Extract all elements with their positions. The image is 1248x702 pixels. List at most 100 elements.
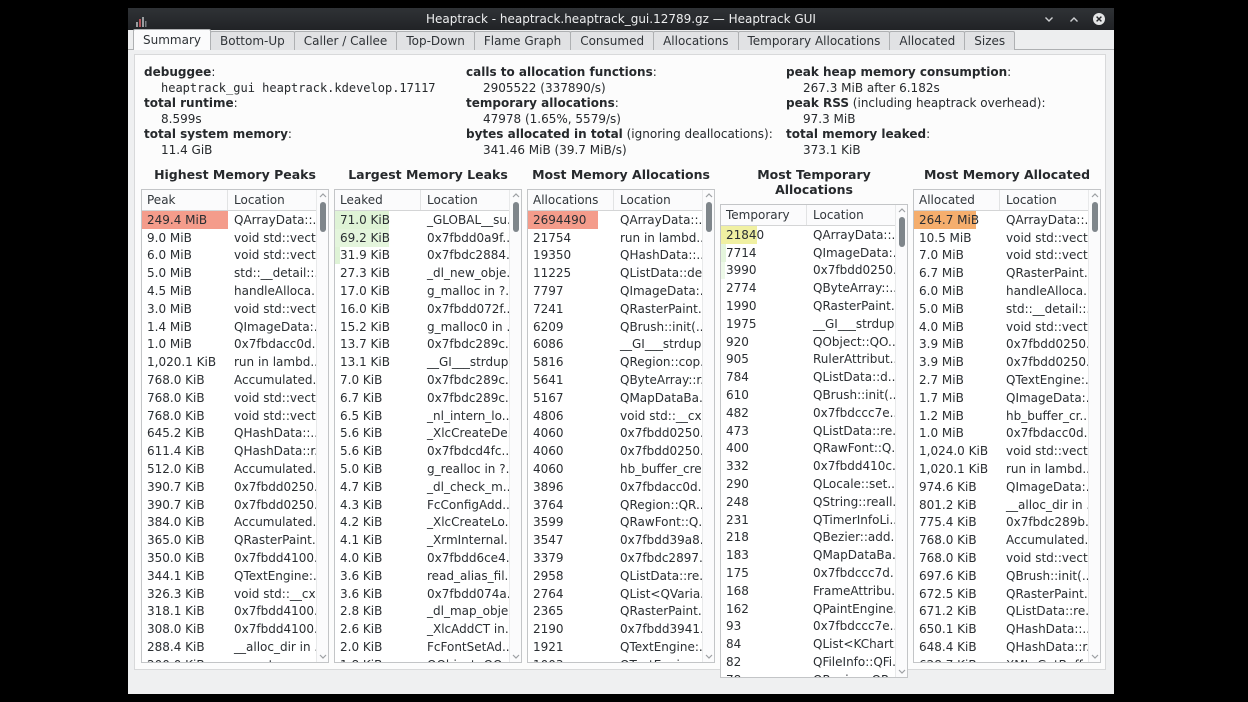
table-row[interactable]: 365.0 KiB QRasterPaint... xyxy=(142,531,316,549)
table-row[interactable]: 6.7 KiB 0x7fbdc289c... xyxy=(335,389,509,407)
table-row[interactable]: 5.0 MiB std::__detail::... xyxy=(142,264,316,282)
table-row[interactable]: 71.0 KiB _GLOBAL__su... xyxy=(335,211,509,229)
table-row[interactable]: 671.2 KiB QListData::re... xyxy=(914,603,1088,621)
table-row[interactable]: 21840 QArrayData::... xyxy=(721,226,895,244)
table-row[interactable]: 4.3 KiB FcConfigAdd... xyxy=(335,496,509,514)
table-row[interactable]: 390.7 KiB 0x7fbdd0250... xyxy=(142,478,316,496)
table-row[interactable]: 6.0 MiB handleAlloca... xyxy=(914,282,1088,300)
table-row[interactable]: 610 QBrush::init(... xyxy=(721,386,895,404)
scroll-up-arrow-icon[interactable] xyxy=(1089,190,1100,200)
table-row[interactable]: 5.0 MiB std::__detail::... xyxy=(914,300,1088,318)
column-header-location[interactable]: Location xyxy=(620,193,671,207)
table-row[interactable]: 6086 __GI___strdup... xyxy=(528,336,702,354)
table-row[interactable]: 672.5 KiB QRasterPaint... xyxy=(914,585,1088,603)
table-row[interactable]: 775.4 KiB 0x7fbdc289b... xyxy=(914,514,1088,532)
maximize-button[interactable] xyxy=(1067,12,1081,26)
column-header-location[interactable]: Location xyxy=(1006,193,1057,207)
table-row[interactable]: 3379 0x7fbdc2897... xyxy=(528,549,702,567)
tab-caller-callee[interactable]: Caller / Callee xyxy=(293,31,398,50)
vertical-scrollbar[interactable] xyxy=(895,205,907,677)
table-row[interactable]: 4.7 KiB _dl_check_m... xyxy=(335,478,509,496)
table-row[interactable]: 1.7 MiB QImageData:... xyxy=(914,389,1088,407)
table-row[interactable]: 768.0 KiB void std::vect... xyxy=(914,549,1088,567)
table-row[interactable]: 344.1 KiB QTextEngine:... xyxy=(142,567,316,585)
table-row[interactable]: 1003QTextEngine... xyxy=(528,656,702,662)
table-row[interactable]: 15.2 KiB g_malloc0 in ... xyxy=(335,318,509,336)
tab-summary[interactable]: Summary xyxy=(133,29,211,50)
table-row[interactable]: 482 0x7fbdccc7e... xyxy=(721,404,895,422)
table-row[interactable]: 3896 0x7fbdacc0d... xyxy=(528,478,702,496)
table-row[interactable]: 3.0 MiB void std::vect... xyxy=(142,300,316,318)
table-row[interactable]: 1,024.0 KiB void std::vect... xyxy=(914,442,1088,460)
table-row[interactable]: 1921 QTextEngine:... xyxy=(528,638,702,656)
scrollbar-thumb[interactable] xyxy=(512,202,519,232)
title-bar[interactable]: Heaptrack - heaptrack.heaptrack_gui.1278… xyxy=(128,8,1114,30)
table-row[interactable]: 4806 void std::__cx... xyxy=(528,407,702,425)
table-row[interactable]: 93 0x7fbdccc7e... xyxy=(721,618,895,636)
table-row[interactable]: 2.7 MiB QTextEngine:... xyxy=(914,371,1088,389)
minimize-button[interactable] xyxy=(1042,12,1056,26)
table-row[interactable]: 6.5 KiB _nl_intern_lo... xyxy=(335,407,509,425)
table-row[interactable]: 768.0 KiB void std::vect... xyxy=(142,389,316,407)
table-row[interactable]: 326.3 KiB void std::__cx... xyxy=(142,585,316,603)
table-row[interactable]: 13.1 KiB __GI___strdup... xyxy=(335,353,509,371)
table-row[interactable]: 78QRegion::QR... xyxy=(721,671,895,677)
table-row[interactable]: 1990 QRasterPaint... xyxy=(721,297,895,315)
table-row[interactable]: 473 QListData::re... xyxy=(721,422,895,440)
table-row[interactable]: 784 QListData::d... xyxy=(721,368,895,386)
vertical-scrollbar[interactable] xyxy=(316,190,328,662)
table-row[interactable]: 2764 QList<QVaria... xyxy=(528,585,702,603)
table-row[interactable]: 84 QList<KChart... xyxy=(721,635,895,653)
table-row[interactable]: 332 0x7fbdd410c... xyxy=(721,457,895,475)
vertical-scrollbar[interactable] xyxy=(1088,190,1100,662)
table-row[interactable]: 5167 QMapDataBa... xyxy=(528,389,702,407)
table-row[interactable]: 5.6 KiB _XlcCreateDe... xyxy=(335,425,509,443)
table-row[interactable]: 4060 0x7fbdd0250... xyxy=(528,442,702,460)
table-row[interactable]: 6.7 MiB QRasterPaint... xyxy=(914,264,1088,282)
table-row[interactable]: 512.0 KiB Accumulated... xyxy=(142,460,316,478)
table-row[interactable]: 264.7 MiB QArrayData::... xyxy=(914,211,1088,229)
tab-consumed[interactable]: Consumed xyxy=(570,31,655,50)
table-row[interactable]: 3599 QRawFont::Q... xyxy=(528,514,702,532)
table-row[interactable]: 9.0 MiB void std::vect... xyxy=(142,229,316,247)
table-row[interactable]: 801.2 KiB __alloc_dir in ... xyxy=(914,496,1088,514)
table-row[interactable]: 21754 run in lambd... xyxy=(528,229,702,247)
tab-allocations[interactable]: Allocations xyxy=(653,31,739,50)
table-row[interactable]: 628.7 KiBXML_GetBuff... xyxy=(914,656,1088,662)
table-row[interactable]: 288.4 KiB __alloc_dir in ... xyxy=(142,638,316,656)
table-row[interactable]: 7714 QImageData:... xyxy=(721,243,895,262)
table-row[interactable]: 248 QString::reall... xyxy=(721,493,895,511)
table-row[interactable]: 19350 QHashData::... xyxy=(528,247,702,265)
table-row[interactable]: 82 QFileInfo::QFi... xyxy=(721,653,895,671)
table-row[interactable]: 697.6 KiB QBrush::init(... xyxy=(914,567,1088,585)
table-row[interactable]: 7241 QRasterPaint... xyxy=(528,300,702,318)
table-row[interactable]: 7.0 KiB 0x7fbdc289c... xyxy=(335,371,509,389)
table-row[interactable]: 2694490 QArrayData::... xyxy=(528,211,702,229)
column-header-location[interactable]: Location xyxy=(234,193,285,207)
vertical-scrollbar[interactable] xyxy=(509,190,521,662)
tab-flame-graph[interactable]: Flame Graph xyxy=(473,31,572,50)
table-row[interactable]: 69.2 KiB 0x7fbdd0a9f... xyxy=(335,228,509,247)
table-row[interactable]: 645.2 KiB QHashData::... xyxy=(142,425,316,443)
table-row[interactable]: 1,020.1 KiB run in lambd... xyxy=(142,353,316,371)
scroll-up-arrow-icon[interactable] xyxy=(703,190,714,200)
table-row[interactable]: 2.8 KiB _dl_map_obje... xyxy=(335,603,509,621)
scroll-up-arrow-icon[interactable] xyxy=(317,190,328,200)
column-header-allocations[interactable]: Allocations xyxy=(528,190,614,210)
table-row[interactable]: 5641 QByteArray::r... xyxy=(528,371,702,389)
table-row[interactable]: 2.6 KiB _XlcAddCT in... xyxy=(335,620,509,638)
table-row[interactable]: 390.7 KiB 0x7fbdd0250... xyxy=(142,496,316,514)
table-row[interactable]: 768.0 KiB void std::vect... xyxy=(142,407,316,425)
column-header-location[interactable]: Location xyxy=(427,193,478,207)
table-row[interactable]: 4060 0x7fbdd0250... xyxy=(528,425,702,443)
table-row[interactable]: 2.0 KiB FcFontSetAd... xyxy=(335,638,509,656)
table-row[interactable]: 4.1 KiB _XrmInternal... xyxy=(335,531,509,549)
table-row[interactable]: 6209 QBrush::init(... xyxy=(528,318,702,336)
table-row[interactable]: 249.4 MiB QArrayData::... xyxy=(142,211,316,229)
table-row[interactable]: 400 QRawFont::Q... xyxy=(721,440,895,458)
table-row[interactable]: 175 0x7fbdccc7d... xyxy=(721,564,895,582)
table-row[interactable]: 4.0 MiB void std::vect... xyxy=(914,318,1088,336)
column-header-peak[interactable]: Peak xyxy=(142,190,228,210)
table-row[interactable]: 231 QTimerInfoLi... xyxy=(721,511,895,529)
table-row[interactable]: 905 RulerAttribut... xyxy=(721,351,895,369)
